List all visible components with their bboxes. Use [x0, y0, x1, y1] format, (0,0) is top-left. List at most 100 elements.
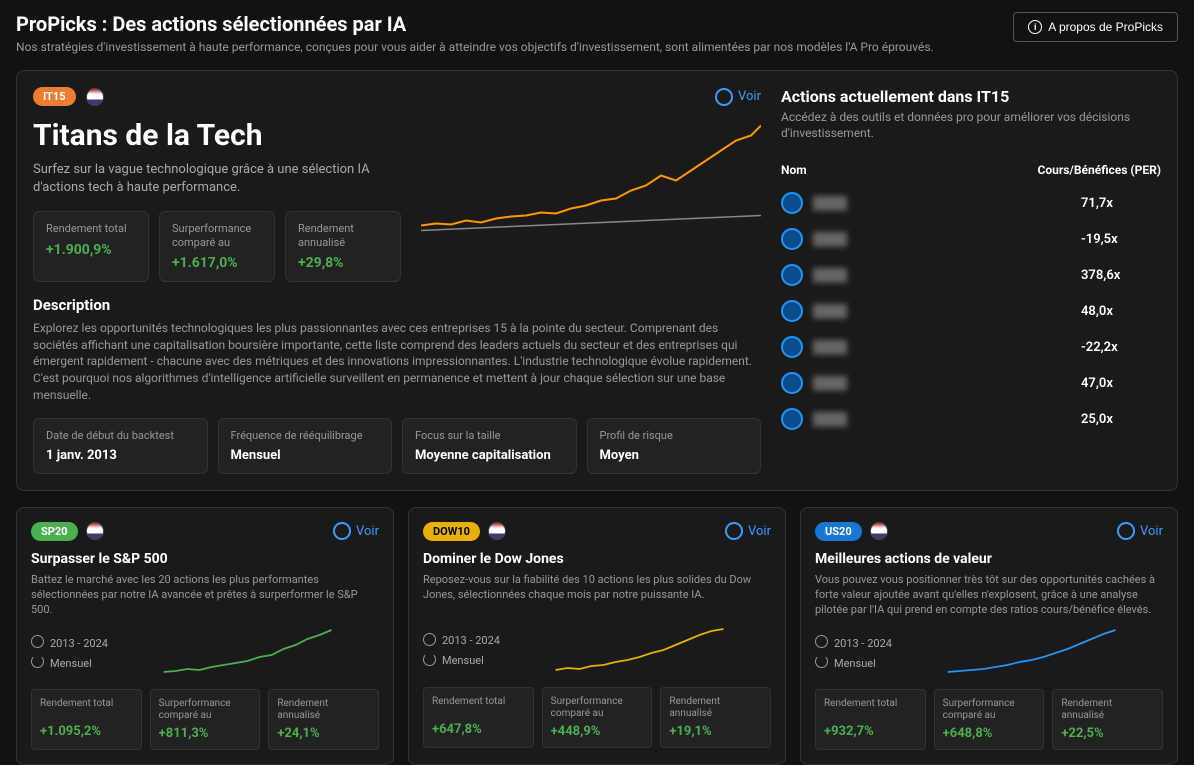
metric-label: Rendement annualisé	[277, 698, 370, 722]
refresh-icon	[815, 655, 828, 671]
info-label: Date de début du backtest	[46, 429, 195, 442]
page-header: ProPicks : Des actions sélectionnées par…	[16, 12, 1178, 54]
metric-label: Rendement total	[824, 698, 917, 720]
refresh-icon	[31, 655, 44, 671]
stock-icon	[781, 336, 803, 358]
stocks-list: 71,7x-19,5x 378,6x 48,0x -22,2x 47,0x 25,0x	[781, 185, 1161, 437]
metric-value: +448,9%	[551, 724, 644, 739]
stock-icon	[781, 408, 803, 430]
stock-row[interactable]: -22,2x	[781, 329, 1161, 365]
feature-card: IT15 Voir Titans de la Tech Surfez sur l…	[16, 70, 1178, 491]
metric-value: +647,8%	[432, 722, 525, 737]
strategy-badge: IT15	[33, 87, 76, 106]
card-chart-row: 2013 - 2024 Mensuel	[423, 625, 771, 675]
feature-content-row: Titans de la Tech Surfez sur la vague te…	[33, 118, 761, 282]
stock-row[interactable]: 47,0x	[781, 365, 1161, 401]
stock-row[interactable]: 48,0x	[781, 293, 1161, 329]
clock-icon	[423, 633, 436, 649]
stock-name-blurred	[813, 232, 1071, 246]
card-meta: 2013 - 2024 Mensuel	[815, 635, 892, 671]
card-metric: Surperformance comparé au+648,8%	[934, 689, 1045, 750]
metric-box: Surperformance comparé au +1.617,0%	[159, 211, 275, 281]
stock-name-blurred	[813, 196, 1071, 210]
about-label: A propos de ProPicks	[1048, 20, 1163, 34]
card-chart	[118, 627, 379, 677]
feature-subtitle: Surfez sur la vague technologique grâce …	[33, 161, 401, 197]
header-text: ProPicks : Des actions sélectionnées par…	[16, 12, 934, 54]
card-meta: 2013 - 2024 Mensuel	[423, 633, 500, 669]
about-button[interactable]: i A propos de ProPicks	[1013, 12, 1178, 42]
info-row: Date de début du backtest1 janv. 2013Fré…	[33, 418, 761, 474]
flag-icon	[870, 522, 888, 540]
card-desc: Reposez-vous sur la fiabilité des 10 act…	[423, 573, 771, 615]
card-metric: Surperformance comparé au +448,9%	[542, 687, 653, 748]
stock-name-blurred	[813, 412, 1071, 426]
info-box: Fréquence de rééquilibrageMensuel	[218, 418, 393, 474]
stock-row[interactable]: 71,7x	[781, 185, 1161, 221]
metric-value: +1.617,0%	[172, 255, 262, 271]
info-label: Fréquence de rééquilibrage	[231, 429, 380, 442]
description-section: Description Explorez les opportunités te…	[33, 296, 761, 404]
metric-value: +1.095,2%	[40, 724, 133, 739]
stocks-header: Nom Cours/Bénéfices (PER)	[781, 155, 1161, 185]
card-metric: Rendement total +647,8%	[423, 687, 534, 748]
view-link[interactable]: Voir	[1117, 522, 1163, 540]
card-chart-row: 2013 - 2024 Mensuel	[31, 627, 379, 677]
metric-box: Rendement total+1.900,9%	[33, 211, 149, 281]
card-chart	[902, 627, 1163, 677]
metric-label: Rendement total	[40, 698, 133, 720]
freq-row: Mensuel	[423, 653, 500, 669]
stock-pe: -22,2x	[1081, 340, 1161, 355]
metric-value: +811,3%	[159, 726, 252, 741]
info-box: Date de début du backtest1 janv. 2013	[33, 418, 208, 474]
card-desc: Vous pouvez vous positionner très tôt su…	[815, 573, 1163, 618]
period-row: 2013 - 2024	[423, 633, 500, 649]
stock-icon	[781, 372, 803, 394]
metric-label: Surperformance comparé au	[172, 222, 262, 248]
freq-row: Mensuel	[31, 655, 108, 671]
card-metric: Rendement annualisé+24,1%	[268, 689, 379, 750]
view-link[interactable]: Voir	[725, 522, 771, 540]
card-meta: 2013 - 2024 Mensuel	[31, 635, 108, 671]
stock-row[interactable]: 378,6x	[781, 257, 1161, 293]
feature-text: Titans de la Tech Surfez sur la vague te…	[33, 118, 401, 282]
view-link[interactable]: Voir	[715, 88, 761, 106]
stock-row[interactable]: -19,5x	[781, 221, 1161, 257]
metric-value: +29,8%	[298, 255, 388, 271]
feature-chart	[421, 118, 761, 238]
metric-label: Rendement total	[46, 222, 136, 235]
stock-icon	[781, 300, 803, 322]
clock-icon	[815, 635, 828, 651]
col-name: Nom	[781, 163, 807, 177]
metric-label: Surperformance comparé au	[943, 698, 1036, 722]
card-metrics: Rendement total +1.095,2% Surperformance c…	[31, 689, 379, 750]
desc-heading: Description	[33, 296, 761, 314]
refresh-icon	[423, 653, 436, 669]
stock-name-blurred	[813, 376, 1071, 390]
stock-row[interactable]: 25,0x	[781, 401, 1161, 437]
desc-text: Explorez les opportunités technologiques…	[33, 320, 761, 404]
stocks-subtitle: Accédez à des outils et données pro pour…	[781, 110, 1161, 141]
card-header: US20 Voir	[815, 522, 1163, 541]
freq-row: Mensuel	[815, 655, 892, 671]
card-chart-row: 2013 - 2024 Mensuel	[815, 627, 1163, 677]
info-icon: i	[1028, 20, 1042, 34]
info-label: Focus sur la taille	[415, 429, 564, 442]
stock-pe: 378,6x	[1081, 268, 1161, 283]
view-link[interactable]: Voir	[333, 522, 379, 540]
metric-label: Rendement total	[432, 696, 525, 718]
stock-pe: 25,0x	[1081, 412, 1161, 427]
metric-value: +932,7%	[824, 724, 917, 739]
page-title: ProPicks : Des actions sélectionnées par…	[16, 12, 934, 36]
card-title: Surpasser le S&P 500	[31, 551, 379, 567]
card-badge: SP20	[31, 522, 78, 541]
metric-label: Surperformance comparé au	[159, 698, 252, 722]
metric-label: Surperformance comparé au	[551, 696, 644, 720]
card-badge: US20	[815, 522, 862, 541]
strategy-cards: SP20 Voir Surpasser le S&P 500 Battez le…	[16, 507, 1178, 765]
stocks-panel: Actions actuellement dans IT15 Accédez à…	[781, 87, 1161, 474]
info-label: Profil de risque	[600, 429, 749, 442]
card-header: DOW10 Voir	[423, 522, 771, 541]
stock-name-blurred	[813, 268, 1071, 282]
info-box: Profil de risqueMoyen	[587, 418, 762, 474]
